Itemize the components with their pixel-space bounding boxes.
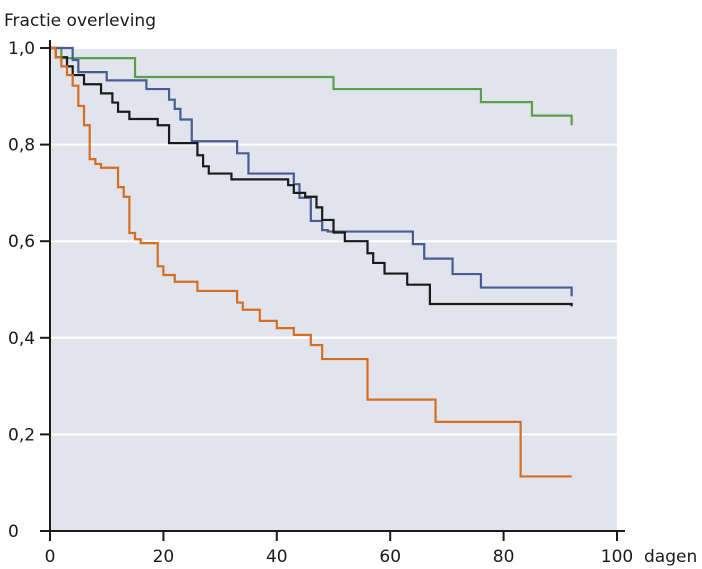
x-axis-unit: dagen [644, 547, 697, 567]
x-tick-label: 80 [493, 547, 515, 567]
x-ticks: 0 20 40 60 80 100 [45, 531, 633, 567]
y-tick-label: 0,4 [8, 329, 35, 349]
axes [40, 40, 625, 541]
y-tick-label: 1,0 [8, 39, 35, 59]
x-tick-label: 100 [601, 547, 633, 567]
y-tick-label: 0,2 [8, 425, 35, 445]
x-tick-label: 20 [153, 547, 175, 567]
y-tick-label: 0,6 [8, 232, 35, 252]
y-tick-label: 0,8 [8, 136, 35, 156]
series-line-4 [50, 46, 572, 478]
plot-background [50, 48, 617, 531]
series-line-2 [50, 46, 573, 297]
gridlines [50, 47, 617, 436]
y-axis-title: Fractie overleving [4, 11, 156, 31]
y-tick-label: 0 [8, 522, 19, 542]
series-group [50, 46, 573, 478]
x-tick-label: 40 [266, 547, 288, 567]
x-tick-label: 60 [379, 547, 401, 567]
x-tick-label: 0 [45, 547, 56, 567]
series-line-3 [50, 46, 573, 307]
y-ticks: 0 0,2 0,4 0,6 0,8 1,0 [8, 39, 50, 542]
